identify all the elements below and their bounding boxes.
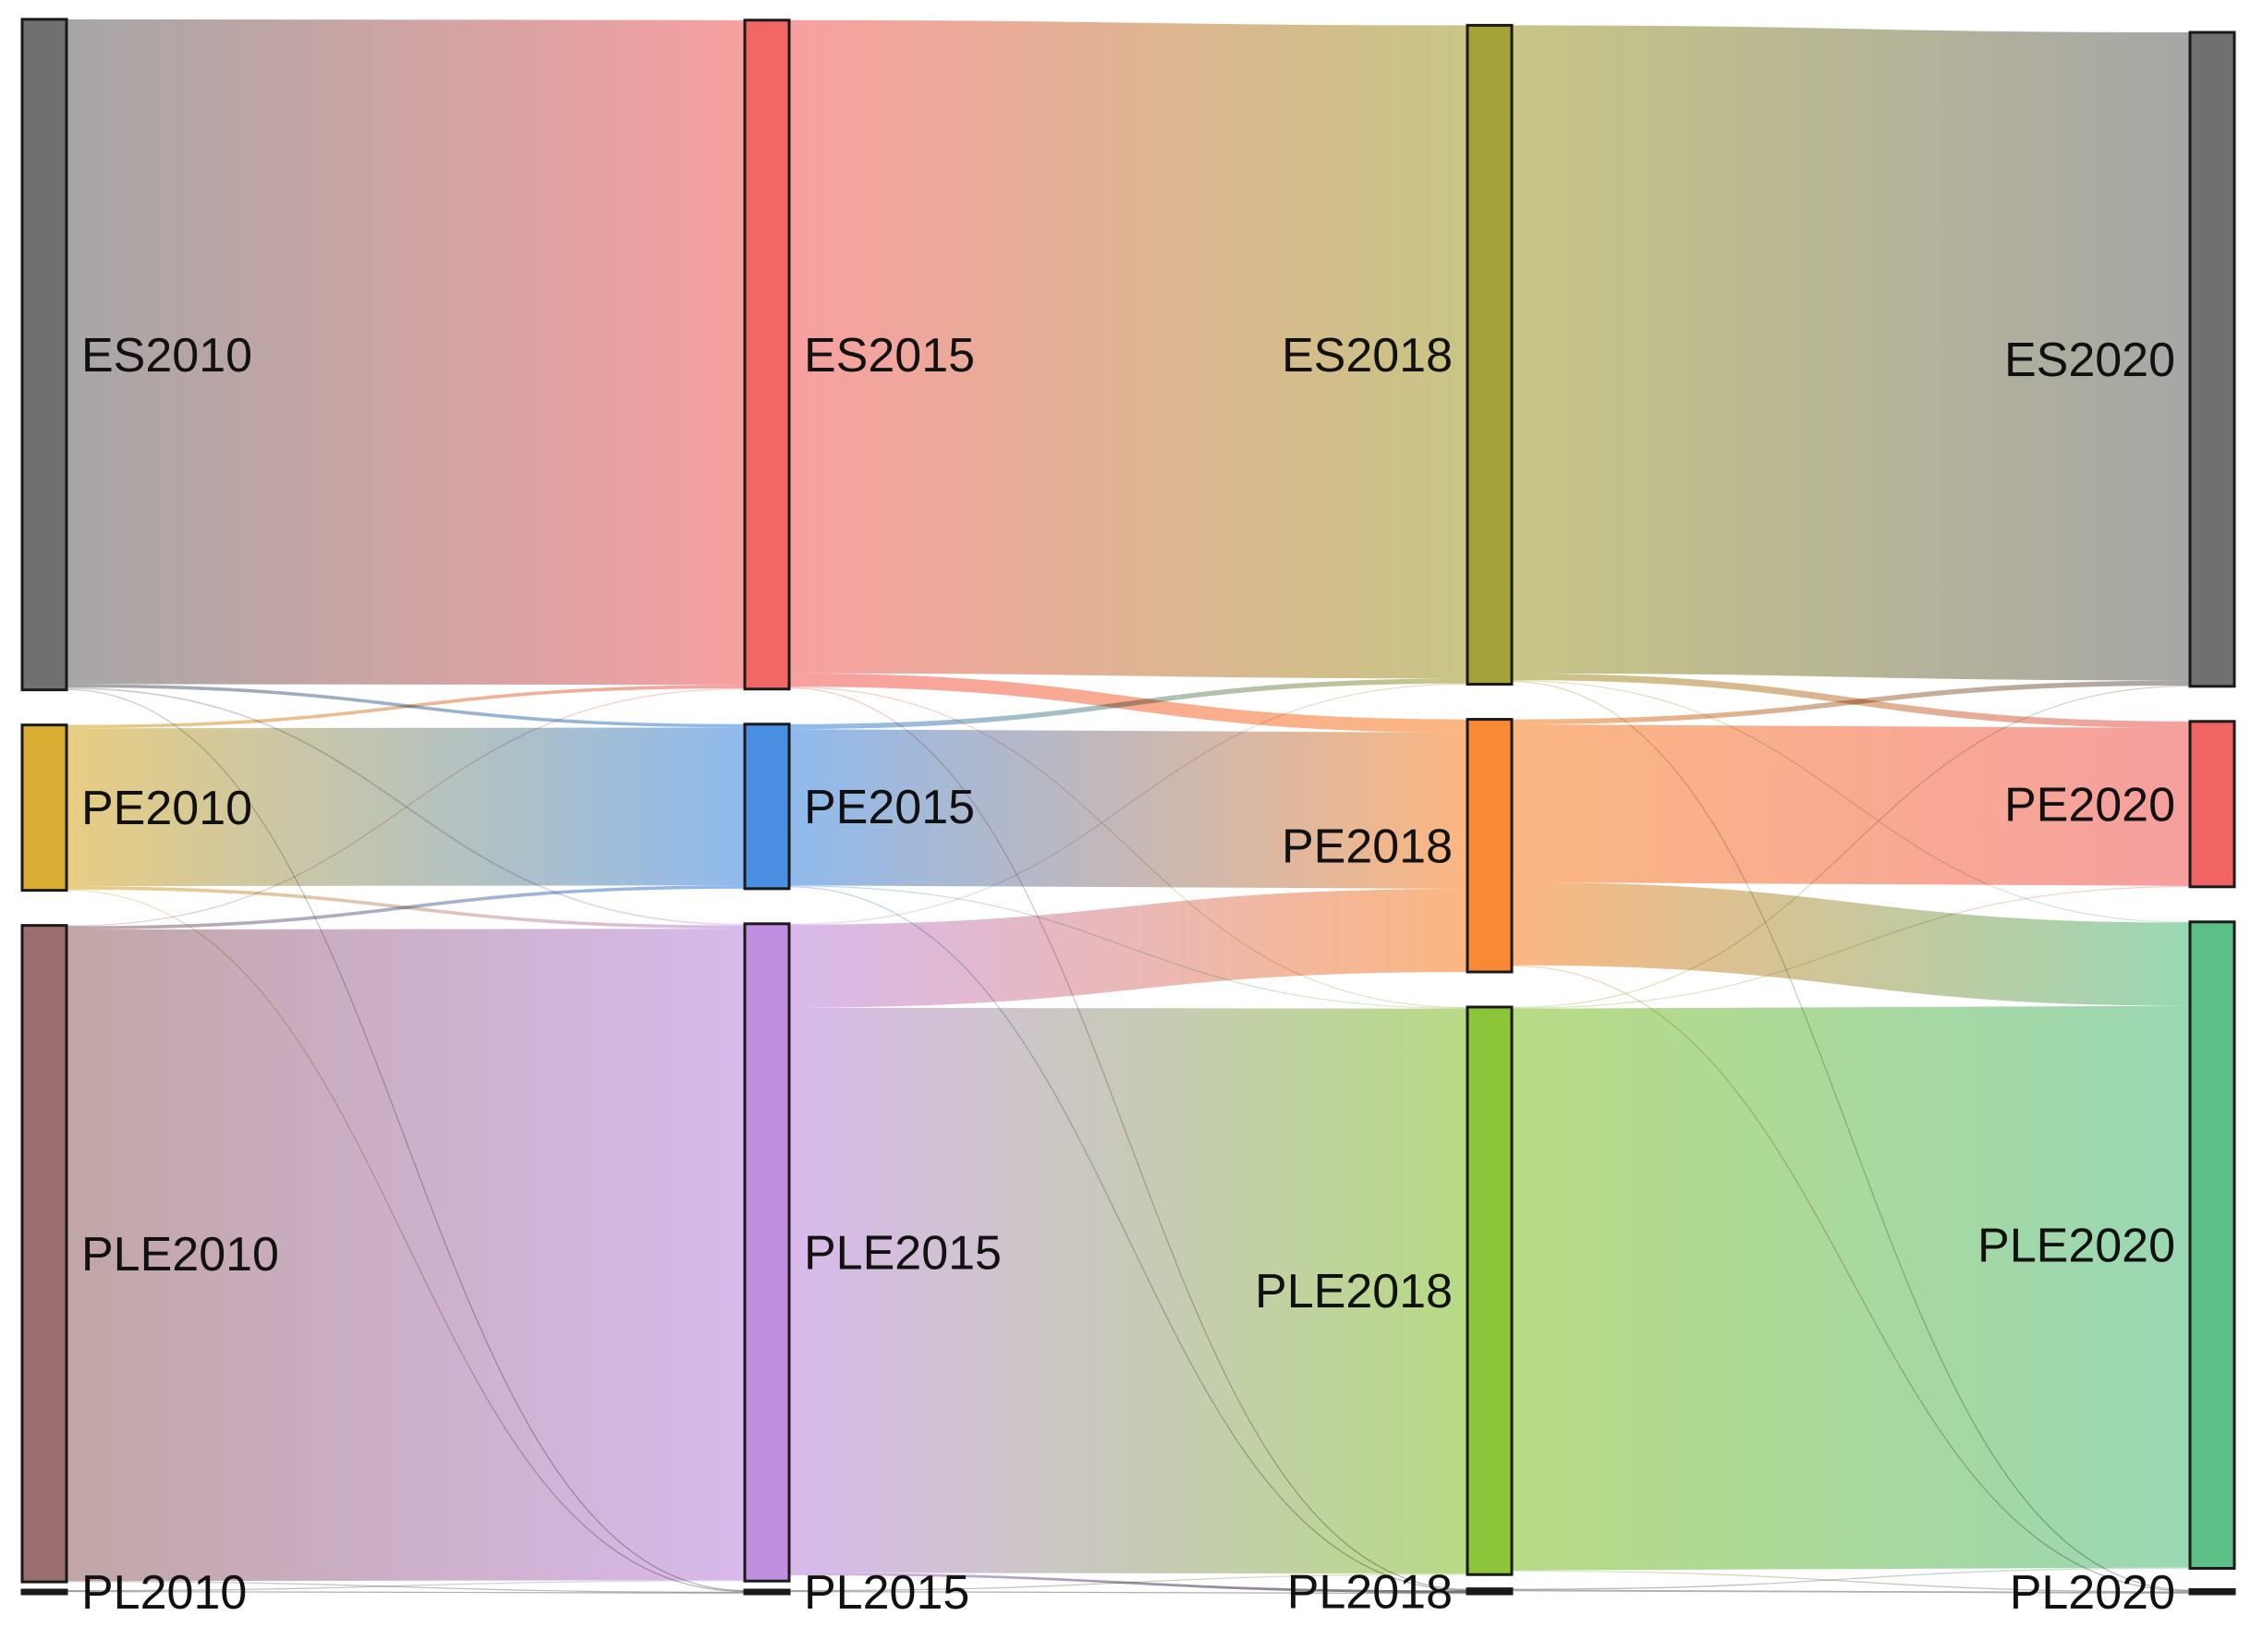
node-PLE2010	[20, 924, 68, 1584]
node-ES2010	[20, 18, 68, 692]
node-PE2020	[2188, 720, 2236, 889]
node-PLE2018	[1466, 1005, 1514, 1576]
node-label-PL2010: PL2010	[81, 1566, 247, 1620]
link-ES2010-ES2015	[66, 18, 746, 686]
node-label-PLE2015: PLE2015	[804, 1227, 1002, 1281]
link-PLE2010-PE2015	[66, 885, 746, 930]
node-PLE2020	[2188, 920, 2236, 1570]
link-PE2018-PE2020	[1511, 723, 2191, 886]
node-PLE2015	[743, 922, 791, 1583]
nodes-layer	[20, 18, 2236, 1596]
link-PL2018-PLE2020	[1511, 1567, 2191, 1590]
node-label-PLE2010: PLE2010	[81, 1228, 279, 1282]
node-label-PLE2020: PLE2020	[1977, 1220, 2175, 1273]
link-PLE2018-PL2020	[1511, 1570, 2191, 1593]
link-PLE2015-ES2018	[788, 683, 1468, 926]
node-PE2010	[20, 723, 68, 893]
link-PL2015-PL2018	[788, 1590, 1468, 1595]
links-layer	[66, 18, 2191, 1595]
link-PLE2010-ES2015	[66, 687, 746, 927]
link-PL2010-PLE2015	[66, 1580, 746, 1592]
link-PLE2018-PE2020	[1511, 885, 2191, 1010]
link-PE2018-ES2020	[1511, 680, 2191, 724]
node-PE2015	[743, 723, 791, 891]
link-PLE2018-ES2020	[1511, 685, 2191, 1009]
node-label-ES2010: ES2010	[81, 329, 252, 383]
node-label-PL2018: PL2018	[1287, 1565, 1453, 1619]
labels-layer: ES2010 PE2010 PLE2010 PL2010 ES2015 PE2015 PLE…	[81, 329, 2175, 1620]
link-PE2018-PLE2020	[1511, 881, 2191, 1006]
node-label-PE2018: PE2018	[1282, 820, 1453, 873]
link-PLE2010-PLE2015	[66, 929, 746, 1582]
node-ES2020	[2188, 30, 2236, 688]
node-label-PL2015: PL2015	[804, 1566, 969, 1620]
link-PLE2015-PLE2018	[788, 1007, 1468, 1574]
node-label-PL2020: PL2020	[2010, 1566, 2175, 1620]
node-label-PE2015: PE2015	[804, 781, 975, 834]
node-label-ES2020: ES2020	[2004, 334, 2175, 387]
link-PL2018-PL2020	[1511, 1589, 2191, 1594]
node-PL2020	[2188, 1588, 2236, 1596]
node-label-PE2020: PE2020	[2004, 778, 2175, 832]
link-PE2010-ES2015	[66, 685, 746, 729]
link-PLE2015-PE2018	[788, 889, 1468, 1008]
node-PL2015	[743, 1588, 791, 1596]
node-ES2015	[743, 18, 791, 691]
node-PL2018	[1466, 1587, 1514, 1596]
link-PE2015-ES2018	[788, 678, 1468, 730]
link-PL2010-PL2015	[66, 1590, 746, 1594]
node-ES2018	[1466, 23, 1514, 686]
link-PLE2010-PL2015	[66, 1581, 746, 1593]
link-ES2015-ES2018	[788, 19, 1468, 679]
node-PE2018	[1466, 718, 1514, 974]
node-label-ES2018: ES2018	[1282, 329, 1453, 383]
link-PE2015-PE2018	[788, 729, 1468, 890]
node-PL2010	[20, 1588, 68, 1596]
node-label-PE2010: PE2010	[81, 782, 252, 835]
node-label-ES2015: ES2015	[804, 329, 975, 383]
link-ES2018-ES2020	[1511, 25, 2191, 681]
link-PLE2018-PLE2020	[1511, 1005, 2191, 1571]
node-label-PLE2018: PLE2018	[1255, 1265, 1453, 1318]
link-PL2015-PLE2018	[788, 1573, 1468, 1592]
